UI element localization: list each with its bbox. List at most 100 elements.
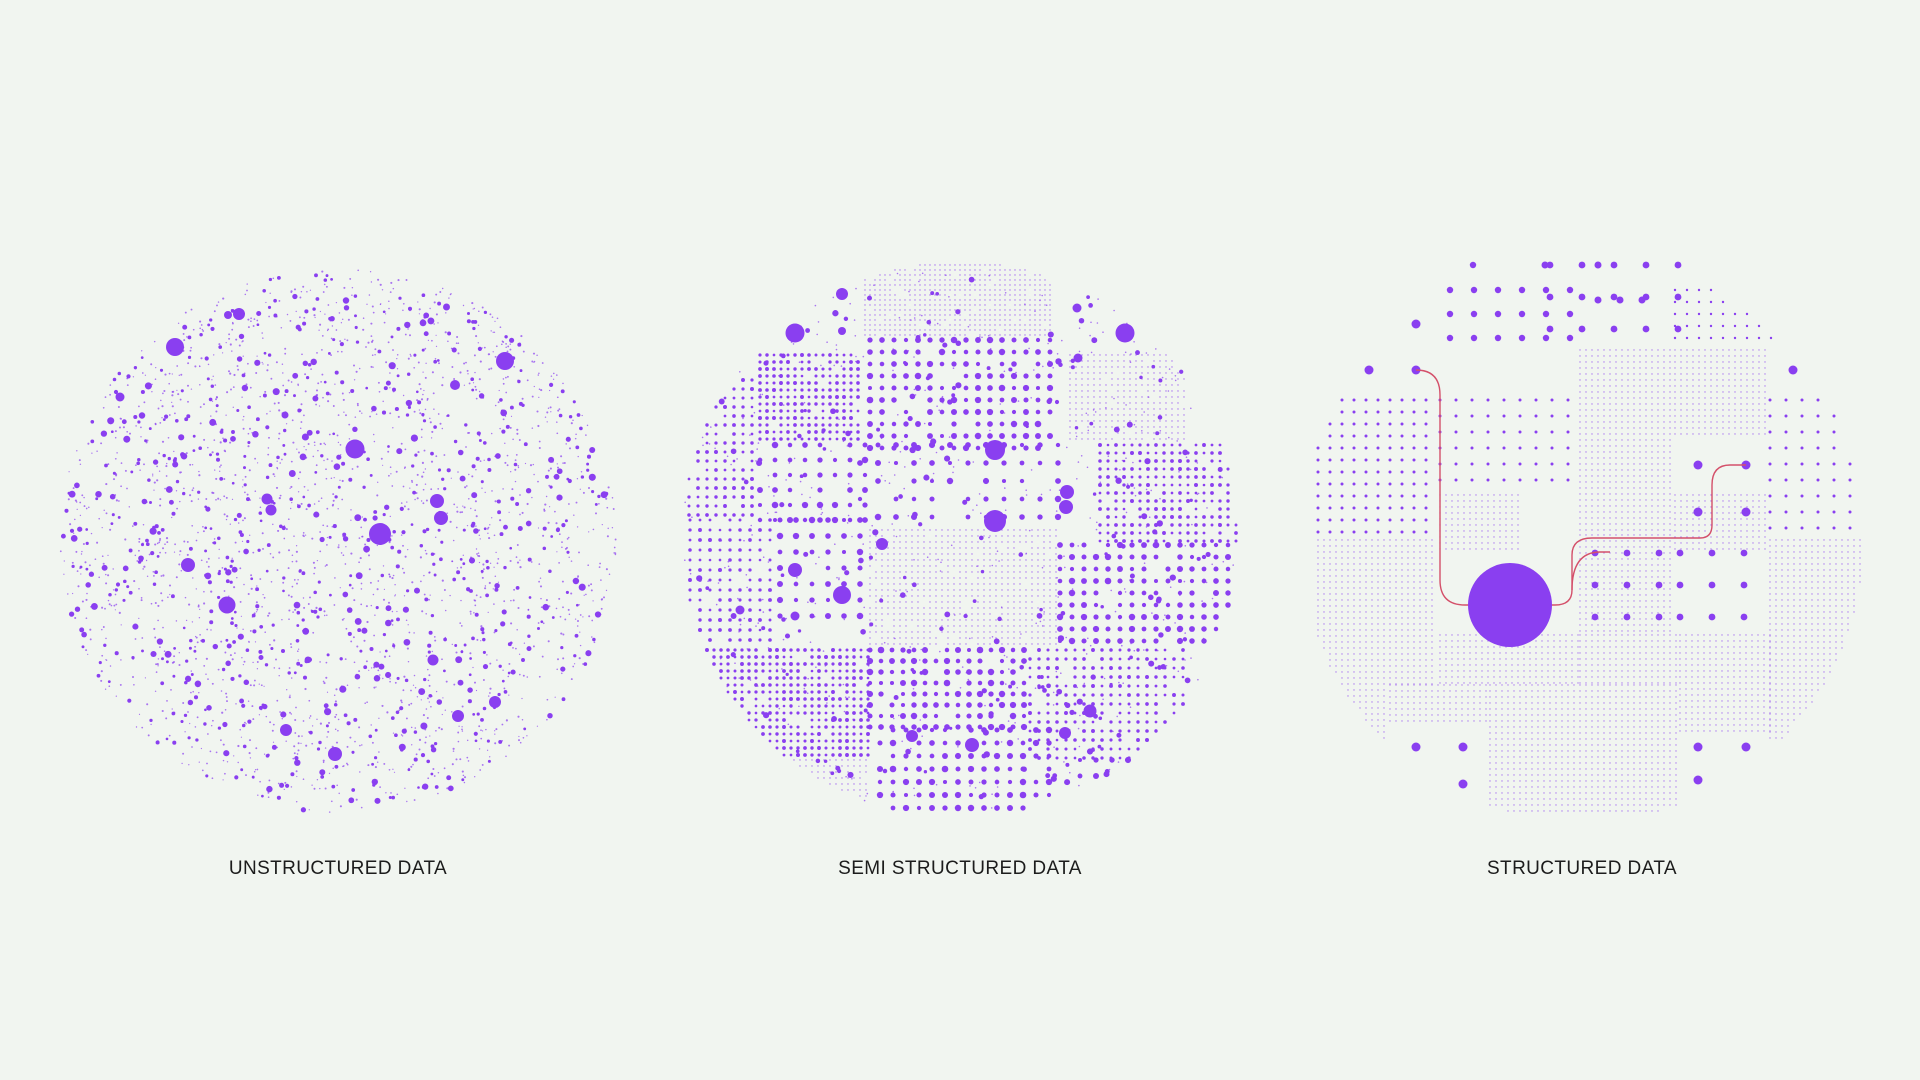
- grid-dot: [1210, 515, 1214, 519]
- grid-dot: [1135, 426, 1137, 428]
- scatter-dot: [198, 691, 200, 694]
- scatter-dot: [311, 742, 314, 745]
- scatter-dot: [411, 581, 414, 584]
- scatter-dot: [550, 375, 553, 377]
- grid-dot: [1049, 324, 1051, 326]
- scatter-dot: [236, 408, 240, 413]
- scatter-dot: [467, 687, 473, 693]
- grid-dot: [1122, 539, 1126, 543]
- grid-dot: [989, 535, 991, 537]
- grid-dot: [750, 513, 754, 517]
- grid-dot: [904, 289, 906, 291]
- grid-dot: [875, 643, 877, 645]
- scatter-dot: [120, 624, 122, 626]
- scatter-dot: [457, 740, 460, 743]
- grid-dot: [1117, 638, 1123, 644]
- scatter-dot: [337, 350, 339, 353]
- grid-dot: [1201, 566, 1207, 572]
- scatter-dot: [591, 490, 595, 494]
- scatter-dot: [385, 619, 392, 627]
- scatter-dot: [339, 342, 344, 347]
- scatter-dot: [251, 431, 254, 434]
- scatter-dot: [346, 607, 353, 613]
- grid-dot: [1039, 329, 1041, 331]
- grid-dot: [881, 619, 883, 621]
- scatter-dot: [487, 532, 489, 535]
- scatter-dot: [382, 513, 386, 517]
- scatter-dot: [518, 439, 521, 441]
- scatter-dot: [450, 477, 452, 479]
- grid-dot: [1186, 483, 1190, 487]
- scatter-dot: [489, 524, 491, 526]
- grid-dot: [911, 589, 913, 591]
- grid-dot: [995, 637, 997, 639]
- grid-dot: [899, 637, 901, 639]
- scatter-dot: [347, 318, 350, 321]
- grid-dot: [974, 314, 976, 316]
- grid-dot: [1014, 269, 1016, 271]
- grid-dot: [768, 568, 772, 572]
- grid-dot: [999, 314, 1001, 316]
- scatter-dot: [490, 330, 492, 332]
- scatter-dot: [605, 568, 608, 571]
- scatter-dot: [134, 638, 137, 640]
- grid-dot: [903, 385, 909, 391]
- grid-dot: [1226, 467, 1230, 471]
- scatter-dot: [272, 388, 280, 396]
- scatter-dot: [358, 670, 361, 673]
- grid-dot: [905, 529, 907, 531]
- grid-dot: [1007, 547, 1009, 549]
- grid-dot: [983, 589, 985, 591]
- grid-dot: [738, 568, 742, 572]
- scatter-dot: [479, 460, 482, 462]
- grid-dot: [1024, 334, 1026, 336]
- grid-dot: [929, 274, 931, 276]
- scatter-dot: [215, 498, 217, 501]
- grid-dot: [1039, 319, 1041, 321]
- grid-dot: [899, 583, 901, 585]
- grid-dot: [835, 388, 839, 392]
- scatter-dot: [237, 744, 240, 748]
- scatter-dot: [243, 415, 245, 418]
- scatter-dot: [87, 442, 90, 445]
- scatter-dot: [121, 419, 127, 425]
- grid-dot: [905, 607, 907, 609]
- grid-dot: [859, 648, 863, 652]
- scatter-dot: [267, 305, 272, 309]
- grid-dot: [698, 558, 702, 562]
- grid-dot: [999, 334, 1001, 336]
- grid-dot: [1164, 625, 1172, 633]
- scatter-dot: [315, 403, 318, 406]
- scatter-dot: [324, 565, 327, 567]
- grid-dot: [765, 388, 769, 392]
- grid-dot: [1213, 590, 1219, 596]
- grid-dot: [1141, 402, 1143, 404]
- grid-dot: [965, 643, 967, 645]
- scatter-dot: [575, 445, 580, 450]
- scatter-dot: [394, 406, 399, 412]
- scatter-dot: [289, 711, 291, 714]
- grid-dot: [899, 274, 901, 276]
- scatter-dot: [199, 327, 202, 330]
- grid-dot: [1068, 577, 1076, 585]
- scatter-dot: [350, 640, 353, 643]
- grid-dot: [1122, 515, 1126, 519]
- scatter-dot: [220, 640, 223, 643]
- grid-dot: [874, 324, 876, 326]
- grid-dot: [947, 535, 949, 537]
- grid-dot: [965, 541, 967, 543]
- grid-dot: [1004, 304, 1006, 306]
- scatter-dot: [127, 698, 132, 703]
- scatter-dot: [600, 613, 602, 616]
- scatter-dot: [248, 752, 251, 755]
- scatter-dot: [585, 650, 592, 657]
- grid-dot: [919, 269, 921, 271]
- scatter-dot: [131, 675, 135, 679]
- grid-dot: [1225, 542, 1231, 548]
- scatter-dot: [254, 490, 257, 492]
- scatter-dot: [352, 426, 358, 432]
- grid-dot: [983, 577, 985, 579]
- scatter-dot: [517, 715, 520, 718]
- grid-dot: [1225, 590, 1231, 596]
- grid-dot: [864, 314, 866, 316]
